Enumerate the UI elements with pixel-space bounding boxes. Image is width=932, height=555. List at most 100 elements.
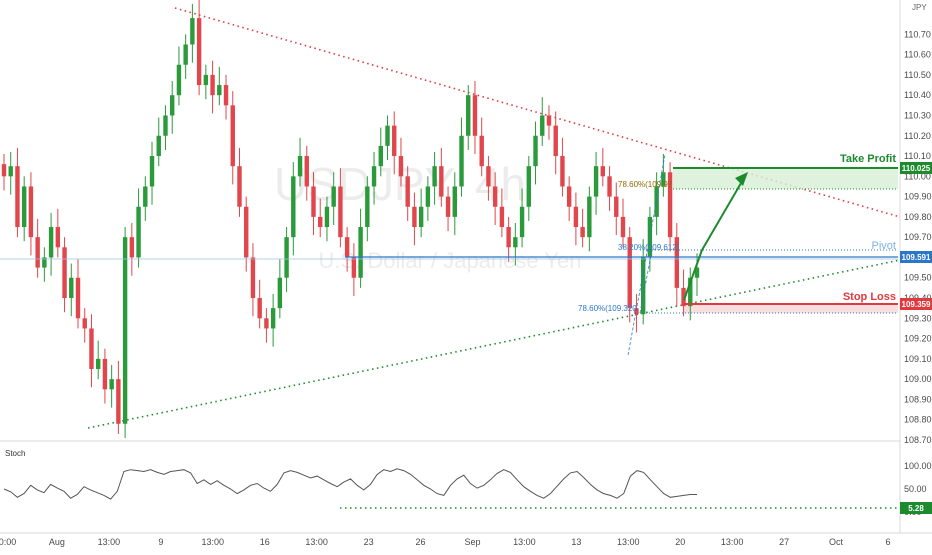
candle-body xyxy=(425,186,431,207)
candle-body xyxy=(667,172,673,238)
take-profit-zone xyxy=(673,168,898,189)
candle-body xyxy=(694,267,700,278)
date-tick-label: 23 xyxy=(364,537,374,547)
price-tick-label: 110.50 xyxy=(904,70,931,80)
level-tags: 110.025 109.591 109.359 xyxy=(900,162,932,310)
candle-body xyxy=(42,257,47,268)
watermark-description: U.S. Dollar / Japanese Yen xyxy=(319,248,582,273)
candle-body xyxy=(35,237,40,268)
candle-body xyxy=(82,318,87,329)
price-tick-label: 108.80 xyxy=(904,415,932,425)
candle-body xyxy=(89,328,94,370)
candle-body xyxy=(418,206,424,228)
candle-body xyxy=(270,308,276,329)
price-tick-label: 109.00 xyxy=(904,374,932,384)
candle-body xyxy=(156,135,161,157)
fib-label-top: 78.60%(109.97 xyxy=(618,180,673,189)
stoch-tick-label: 100.00 xyxy=(904,461,932,471)
projection-arrow xyxy=(683,172,748,301)
candle-body xyxy=(129,237,135,258)
take-profit-tag-bg xyxy=(900,162,932,174)
date-tick-label: 13 xyxy=(571,537,581,547)
price-tick-label: 109.80 xyxy=(904,212,932,222)
candle-body xyxy=(291,176,296,238)
price-tick-label: 110.20 xyxy=(904,131,931,141)
pivot-tag: 109.591 xyxy=(902,253,931,262)
candle-body xyxy=(102,358,108,390)
date-tick-label: 9 xyxy=(158,537,163,547)
candle-body xyxy=(257,298,262,319)
stoch-value-tag: 5.28 xyxy=(908,504,924,513)
candle-body xyxy=(250,257,256,299)
candle-body xyxy=(28,186,34,238)
candle-body xyxy=(445,196,451,217)
price-tick-label: 108.70 xyxy=(904,435,932,445)
level-labels: Take Profit Pivot Stop Loss xyxy=(840,153,896,303)
fib-diagonal-2 xyxy=(639,249,653,314)
date-axis: 00:00 Aug 13:00 9 13:00 16 13:00 23 26 Sep 13:00 13… xyxy=(0,537,891,547)
candle-body xyxy=(378,145,383,167)
candle-body xyxy=(351,257,357,278)
candle-body xyxy=(627,237,632,309)
date-tick-label: 13:00 xyxy=(617,537,640,547)
candle-body xyxy=(681,287,686,307)
candle-body xyxy=(203,74,209,86)
price-axis: 110.70 110.60 110.50 110.40 110.30 110.20 110.… xyxy=(904,29,932,445)
candle-body xyxy=(176,64,182,96)
candle-body xyxy=(620,216,626,238)
candle-body xyxy=(486,166,491,187)
candle-body xyxy=(392,125,397,157)
candle-body xyxy=(593,166,599,197)
date-tick-label: 6 xyxy=(885,537,890,547)
candle-body xyxy=(405,176,410,207)
candle-body xyxy=(432,166,437,187)
candle-body xyxy=(385,125,390,146)
candle-body xyxy=(15,166,20,228)
candle-body xyxy=(452,186,457,217)
pivot-tag-bg xyxy=(900,251,932,263)
candle-body xyxy=(640,257,646,315)
candle-body xyxy=(614,196,619,217)
candle-body xyxy=(304,156,309,187)
candle-body xyxy=(21,186,27,228)
candle-body xyxy=(116,379,121,424)
candle-body xyxy=(122,237,128,424)
candle-body xyxy=(338,186,343,238)
upper-trendline xyxy=(174,7,901,218)
price-tick-label: 110.00 xyxy=(904,171,931,181)
candle-body xyxy=(69,277,74,299)
candle-body xyxy=(1,164,7,177)
candle-body xyxy=(223,85,229,106)
price-tick-label: 109.20 xyxy=(904,334,932,344)
projection-path xyxy=(683,177,745,301)
stoch-tick-label: 50.00 xyxy=(904,484,927,494)
price-tick-label: 110.10 xyxy=(904,151,931,161)
projection-arrowhead xyxy=(735,172,748,186)
candle-body xyxy=(344,237,350,258)
price-tick-label: 109.90 xyxy=(904,192,932,202)
price-tick-label: 109.30 xyxy=(904,313,932,323)
candle-body xyxy=(244,206,249,258)
candle-body xyxy=(540,115,545,136)
candle-body xyxy=(553,125,558,157)
price-tick-label: 108.90 xyxy=(904,394,932,404)
date-tick-label: 27 xyxy=(779,537,789,547)
stop-loss-tag-bg xyxy=(900,298,932,310)
pivot-label: Pivot xyxy=(872,240,896,252)
candle-body xyxy=(533,135,538,167)
candle-body xyxy=(479,135,484,167)
candle-body xyxy=(230,105,235,167)
level-lines xyxy=(0,167,898,305)
date-tick-label: 13:00 xyxy=(201,537,224,547)
date-tick-label: 20 xyxy=(675,537,685,547)
trend-lines xyxy=(87,7,901,429)
candle-body xyxy=(580,227,585,238)
candle-body xyxy=(95,358,101,370)
price-axis-unit: JPY xyxy=(912,3,927,12)
candle-body xyxy=(210,74,215,96)
candle-body xyxy=(472,95,478,136)
candles xyxy=(1,0,700,438)
